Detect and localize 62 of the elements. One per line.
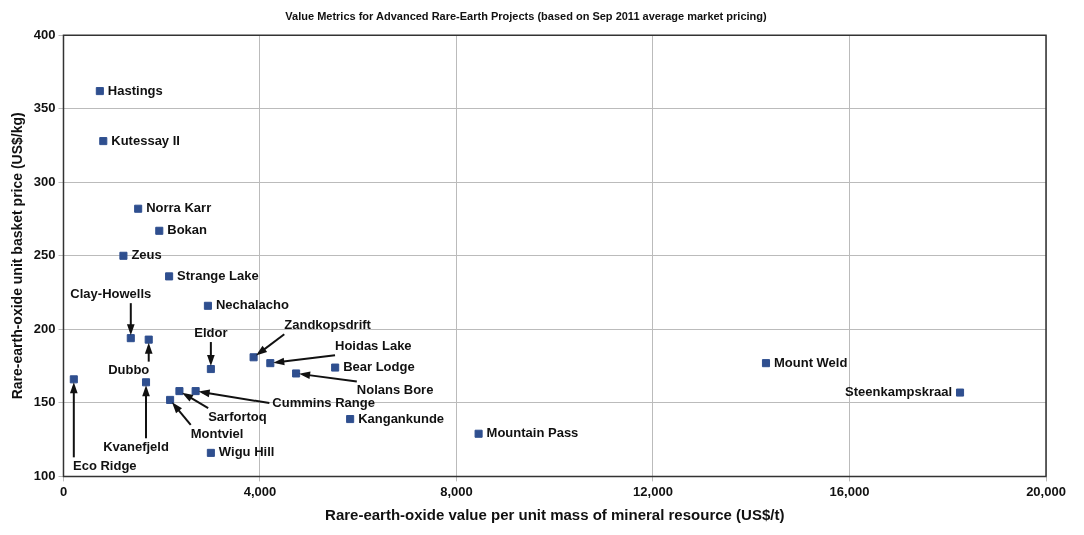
point — [266, 359, 275, 368]
point — [95, 87, 104, 96]
point — [249, 353, 258, 362]
point — [203, 301, 212, 310]
annotation: Steenkampskraal — [845, 384, 953, 400]
point — [346, 415, 355, 424]
y-tick-label: 100 — [33, 467, 56, 483]
annotation: Kvanefjeld — [103, 438, 169, 454]
point — [99, 137, 108, 146]
y-tick-label: 150 — [33, 394, 56, 410]
annotation: Norra Karr — [146, 200, 212, 216]
chart-title: Value Metrics for Advanced Rare-Earth Projects (based on Sep 2011 average market pricing) — [285, 9, 767, 22]
x-axis-title: Rare-earth-oxide value per unit mass of mineral resource (US$/t) — [325, 506, 785, 524]
annotation: Eco Ridge — [73, 457, 137, 473]
annotation: Kutessay II — [111, 132, 180, 148]
x-tick-label: 0 — [59, 483, 68, 499]
y-tick-label: 400 — [33, 26, 56, 42]
x-tick-label: 4,000 — [243, 483, 277, 499]
annotation: Montviel — [190, 425, 244, 441]
point — [134, 204, 143, 213]
point — [155, 226, 164, 235]
annotation: Kangankunde — [358, 410, 445, 426]
annotation: Eldor — [194, 324, 228, 340]
y-axis-title: Rare-earth-oxide unit basket price (US$/kg) — [9, 112, 26, 400]
x-tick-label: 20,000 — [1026, 483, 1066, 499]
annotation: Hoidas Lake — [335, 337, 412, 353]
point — [474, 429, 483, 438]
point — [165, 272, 174, 281]
annotation: Hastings — [107, 82, 163, 98]
point — [331, 363, 340, 372]
annotation: Bear Lodge — [343, 359, 415, 375]
annotation: Dubbo — [108, 362, 150, 378]
annotation: Nechalacho — [215, 297, 289, 313]
point — [119, 251, 128, 260]
y-tick-label: 200 — [33, 320, 56, 336]
point — [144, 335, 153, 344]
x-tick-label: 8,000 — [440, 483, 473, 499]
annotation: Bokan — [167, 222, 208, 238]
point — [141, 378, 151, 387]
point — [126, 334, 135, 343]
annotation: Zeus — [131, 247, 162, 263]
point — [292, 369, 301, 378]
point — [761, 359, 771, 368]
point — [175, 387, 184, 396]
annotation: Strange Lake — [177, 267, 259, 283]
point — [166, 395, 175, 404]
annotation: Wigu Hill — [218, 444, 275, 460]
annotation: Mountain Pass — [486, 425, 579, 441]
point — [206, 448, 215, 457]
y-tick-label: 250 — [33, 247, 56, 263]
annotation: Sarfortoq — [208, 408, 267, 424]
annotation: Mount Weld — [773, 354, 848, 370]
point — [191, 387, 200, 396]
y-tick-label: 300 — [33, 173, 56, 189]
point — [956, 388, 965, 397]
point — [69, 375, 78, 384]
point — [206, 365, 215, 374]
annotation: Zandkopsdrift — [284, 316, 372, 332]
annotation: Clay-Howells — [70, 285, 152, 301]
y-tick-label: 350 — [33, 100, 56, 116]
x-tick-label: 16,000 — [829, 483, 870, 499]
x-tick-label: 12,000 — [633, 483, 673, 499]
